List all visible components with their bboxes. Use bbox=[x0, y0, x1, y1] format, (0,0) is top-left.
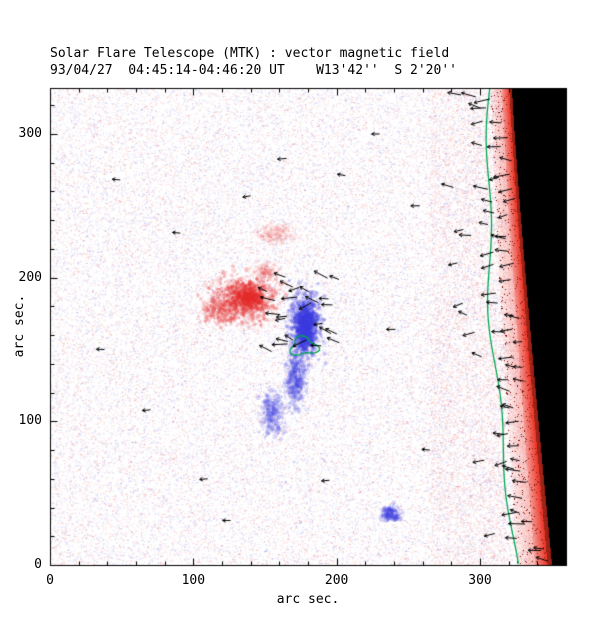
y-axis-label: arc sec. bbox=[12, 294, 27, 358]
x-tick-label-0: 0 bbox=[46, 573, 54, 588]
plot-title: Solar Flare Telescope (MTK) : vector mag… bbox=[50, 46, 450, 61]
x-tick-label-200: 200 bbox=[324, 573, 349, 588]
y-tick-label-100: 100 bbox=[18, 413, 42, 429]
plot-subtitle: 93/04/27 04:45:14-04:46:20 UT W13'42'' S… bbox=[50, 63, 457, 78]
y-tick-label-200: 200 bbox=[18, 269, 42, 285]
x-tick-label-300: 300 bbox=[468, 573, 492, 588]
x-tick-label-100: 100 bbox=[181, 573, 206, 588]
x-axis-label: arc sec. bbox=[276, 592, 340, 607]
y-tick-label-0: 0 bbox=[34, 557, 42, 572]
y-tick-label-300: 300 bbox=[18, 125, 42, 141]
